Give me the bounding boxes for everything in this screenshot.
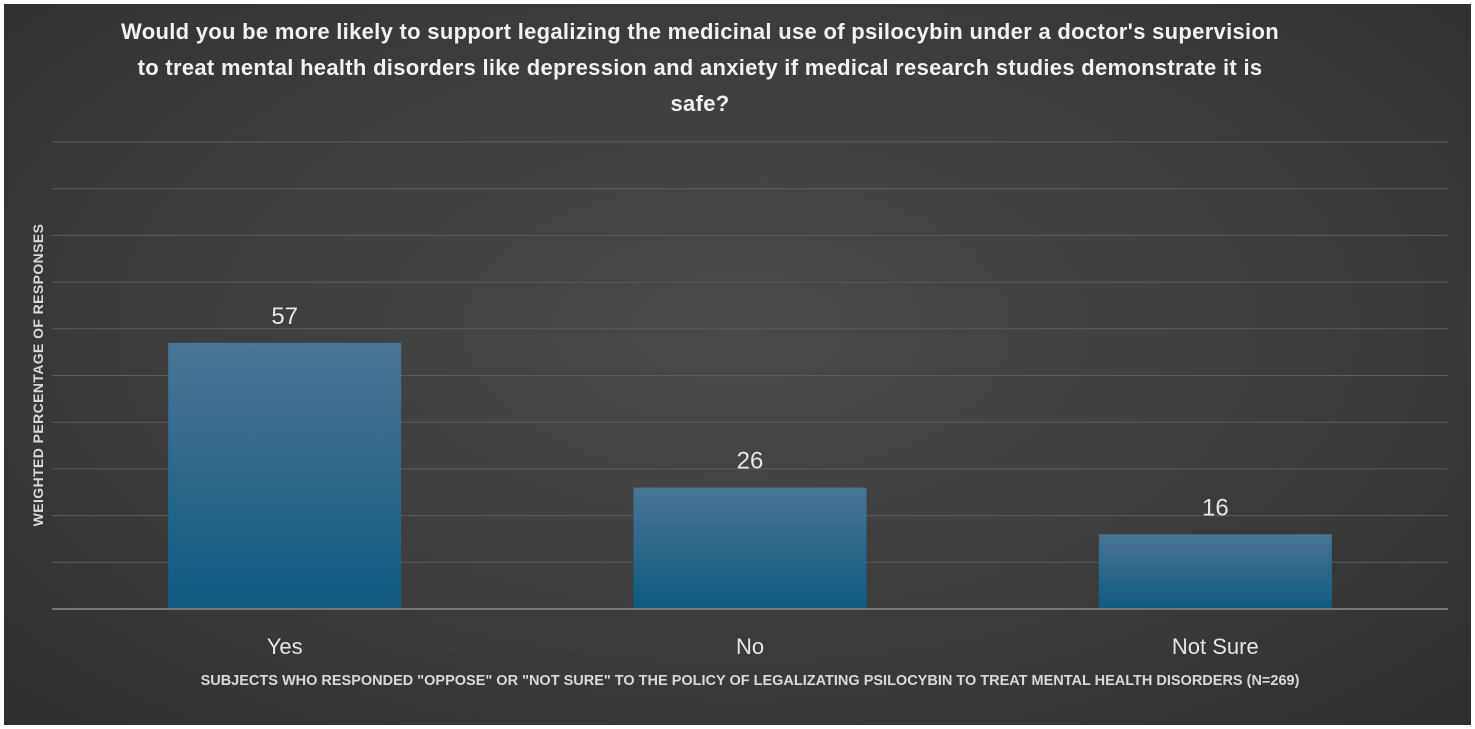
- bar-not-sure: [1098, 534, 1332, 609]
- bars: [168, 342, 1332, 609]
- chart-title: Would you be more likely to support lega…: [121, 19, 1279, 116]
- category-labels: Yes No Not Sure: [267, 634, 1259, 659]
- bar-value-label: 26: [737, 448, 764, 475]
- bar-yes: [168, 342, 402, 609]
- bar-value-labels: 57 26 16: [271, 303, 1228, 521]
- category-label: No: [736, 634, 764, 659]
- bar-no: [633, 487, 867, 609]
- x-axis-label: SUBJECTS WHO RESPONDED "OPPOSE" OR "NOT …: [200, 673, 1300, 689]
- bar-value-label: 16: [1202, 494, 1229, 521]
- bar-value-label: 57: [271, 303, 298, 330]
- category-label: Yes: [267, 634, 303, 659]
- category-label: Not Sure: [1172, 634, 1259, 659]
